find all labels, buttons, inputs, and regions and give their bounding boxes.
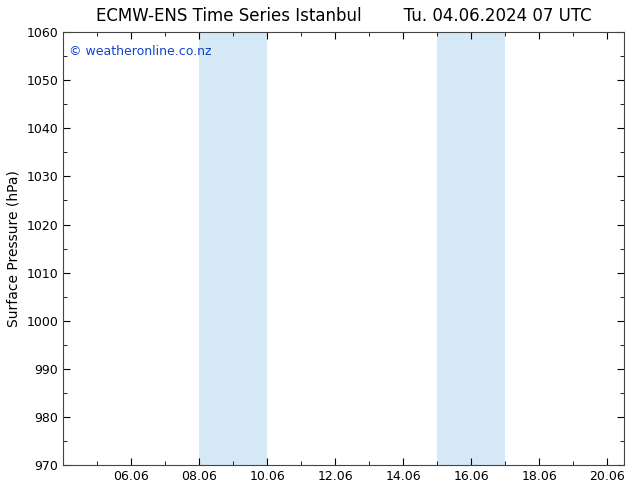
Bar xyxy=(199,32,267,465)
Bar xyxy=(437,32,505,465)
Text: © weatheronline.co.nz: © weatheronline.co.nz xyxy=(69,45,211,58)
Title: ECMW-ENS Time Series Istanbul        Tu. 04.06.2024 07 UTC: ECMW-ENS Time Series Istanbul Tu. 04.06.… xyxy=(96,7,592,25)
Y-axis label: Surface Pressure (hPa): Surface Pressure (hPa) xyxy=(7,170,21,327)
